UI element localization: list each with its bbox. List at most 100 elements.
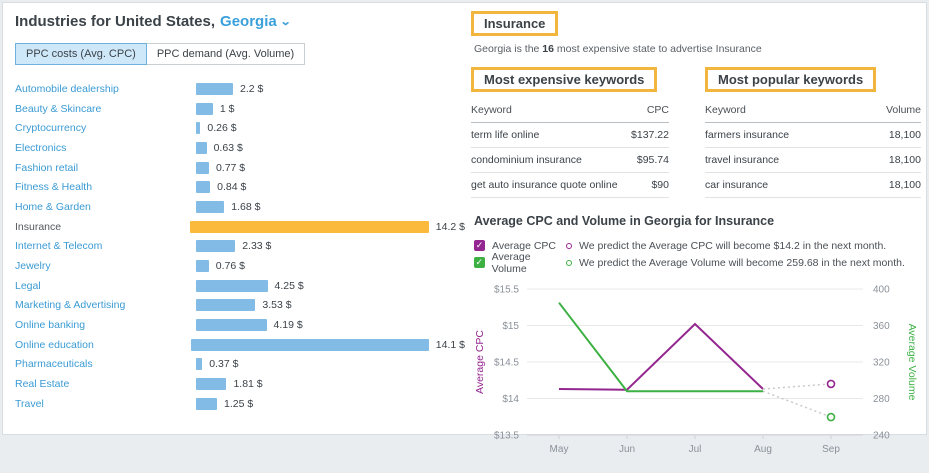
- table-row: farmers insurance 18,100: [705, 122, 921, 148]
- svg-text:May: May: [550, 444, 569, 455]
- insurance-heading: Insurance: [471, 11, 559, 36]
- industry-link[interactable]: Real Estate: [15, 378, 70, 391]
- tab-ppc-costs[interactable]: PPC costs (Avg. CPC): [15, 43, 147, 65]
- industry-bar[interactable]: [196, 240, 236, 253]
- industry-link[interactable]: Home & Garden: [15, 200, 91, 213]
- bar-track: 3.53 $: [196, 299, 465, 312]
- bar-row: Internet & Telecom 2.33 $: [15, 237, 465, 257]
- legend-toggle-average-volume[interactable]: ✓ Average Volume: [474, 251, 566, 275]
- industry-link[interactable]: Jewelry: [15, 260, 51, 273]
- expensive-keywords-table: Keyword CPC term life online $137.22 condo…: [471, 99, 669, 198]
- bar-value-label: 4.25 $: [274, 279, 304, 292]
- industry-link[interactable]: Electronics: [15, 141, 67, 154]
- industry-link[interactable]: Cryptocurrency: [15, 122, 87, 135]
- industry-link[interactable]: Fashion retail: [15, 161, 79, 174]
- table-row: term life online $137.22: [471, 122, 669, 148]
- industry-link[interactable]: Travel: [15, 397, 44, 410]
- table-row: condominium insurance $95.74: [471, 147, 669, 173]
- legend-line-cpc: ✓ Average CPC We predict the Average CPC…: [474, 237, 923, 254]
- industry-bar[interactable]: [196, 161, 209, 174]
- subtitle-suffix: most expensive state to advertise Insura…: [553, 43, 762, 55]
- svg-text:Average CPC: Average CPC: [474, 330, 486, 394]
- bar-track: 1.68 $: [196, 200, 465, 213]
- industry-bar[interactable]: [196, 378, 227, 391]
- bar-track: 0.84 $: [196, 181, 465, 194]
- insurance-section: Insurance Georgia is the 16 most expensi…: [471, 11, 923, 473]
- industry-bar[interactable]: [196, 82, 234, 95]
- column-header-keyword: Keyword: [705, 99, 858, 123]
- bar-row: Online education 14.1 $: [15, 335, 465, 355]
- industry-link[interactable]: Pharmaceuticals: [15, 358, 93, 371]
- industry-bar[interactable]: [196, 279, 268, 292]
- table-row: car insurance 18,100: [705, 172, 921, 198]
- trend-legend: ✓ Average CPC We predict the Average CPC…: [474, 237, 923, 275]
- industry-link[interactable]: Internet & Telecom: [15, 240, 103, 253]
- popular-keywords-heading: Most popular keywords: [705, 67, 877, 92]
- column-header-cpc: CPC: [628, 99, 669, 123]
- bar-value-label: 0.76 $: [215, 260, 245, 273]
- industry-link[interactable]: Online banking: [15, 319, 86, 332]
- industry-bar[interactable]: [191, 338, 429, 351]
- bar-track: 14.2 $: [189, 220, 465, 233]
- industry-bar[interactable]: [196, 122, 201, 135]
- industry-bar[interactable]: [189, 220, 429, 233]
- industry-bar[interactable]: [196, 141, 207, 154]
- prediction-circle-icon: [566, 259, 572, 266]
- industry-link[interactable]: Online education: [15, 338, 94, 351]
- keyword-cell: car insurance: [705, 172, 858, 198]
- svg-text:$14.5: $14.5: [494, 358, 519, 369]
- svg-text:Aug: Aug: [754, 444, 772, 455]
- tab-ppc-demand[interactable]: PPC demand (Avg. Volume): [146, 43, 306, 65]
- keyword-cell: term life online: [471, 122, 629, 148]
- bar-track: 4.25 $: [196, 279, 465, 292]
- bar-value-label: 0.26 $: [207, 122, 237, 135]
- industry-bar[interactable]: [196, 102, 213, 115]
- industry-link[interactable]: Insurance: [15, 220, 62, 233]
- industry-bar[interactable]: [196, 397, 218, 410]
- svg-text:360: 360: [873, 321, 890, 332]
- subtitle-prefix: Georgia is the: [474, 43, 543, 55]
- bar-value-label: 3.53 $: [262, 299, 292, 312]
- svg-text:Sep: Sep: [822, 444, 840, 455]
- bar-row: Pharmaceuticals 0.37 $: [15, 355, 465, 375]
- bar-track: 14.1 $: [191, 338, 465, 351]
- bar-value-label: 0.84 $: [217, 181, 247, 194]
- industry-bar[interactable]: [196, 200, 225, 213]
- bar-row: Cryptocurrency 0.26 $: [15, 118, 465, 138]
- expensive-keywords-block: Most expensive keywords Keyword CPC term…: [471, 67, 669, 198]
- industry-bar[interactable]: [196, 181, 211, 194]
- keyword-cell: travel insurance: [705, 147, 858, 173]
- industry-link[interactable]: Legal: [15, 279, 41, 292]
- chevron-down-icon: ⌄: [279, 16, 292, 28]
- column-header-volume: Volume: [857, 99, 921, 123]
- bar-row: Travel 1.25 $: [15, 394, 465, 414]
- keyword-cell: condominium insurance: [471, 147, 629, 173]
- bar-value-label: 0.37 $: [209, 358, 239, 371]
- prediction-circle-icon: [566, 242, 572, 249]
- checkbox-checked-icon: ✓: [474, 240, 485, 251]
- bar-track: 0.77 $: [196, 161, 465, 174]
- industry-bar[interactable]: [196, 299, 256, 312]
- page-title: Industries for United States, Georgia ⌄: [15, 13, 465, 30]
- bar-row: Fitness & Health 0.84 $: [15, 177, 465, 197]
- bar-value-label: 1.68 $: [231, 200, 261, 213]
- prediction-text: We predict the Average Volume will becom…: [579, 256, 905, 269]
- popular-keywords-block: Most popular keywords Keyword Volume far…: [705, 67, 921, 198]
- bar-row: Jewelry 0.76 $: [15, 256, 465, 276]
- industry-bar[interactable]: [196, 260, 209, 273]
- industry-link[interactable]: Automobile dealership: [15, 82, 119, 95]
- industry-bar[interactable]: [196, 358, 203, 371]
- bar-value-label: 2.2 $: [240, 82, 264, 95]
- svg-text:$15: $15: [502, 321, 519, 332]
- value-cell: 18,100: [857, 122, 921, 148]
- bar-track: 1.81 $: [196, 378, 465, 391]
- industry-bar[interactable]: [196, 319, 267, 332]
- industry-link[interactable]: Marketing & Advertising: [15, 299, 126, 312]
- svg-text:$13.5: $13.5: [494, 431, 519, 442]
- industry-link[interactable]: Fitness & Health: [15, 181, 93, 194]
- legend-toggle-average-cpc[interactable]: ✓ Average CPC: [474, 240, 566, 252]
- industry-link[interactable]: Beauty & Skincare: [15, 102, 102, 115]
- value-cell: $95.74: [628, 147, 669, 173]
- svg-text:$15.5: $15.5: [494, 285, 519, 296]
- location-selector[interactable]: Georgia ⌄: [220, 13, 292, 30]
